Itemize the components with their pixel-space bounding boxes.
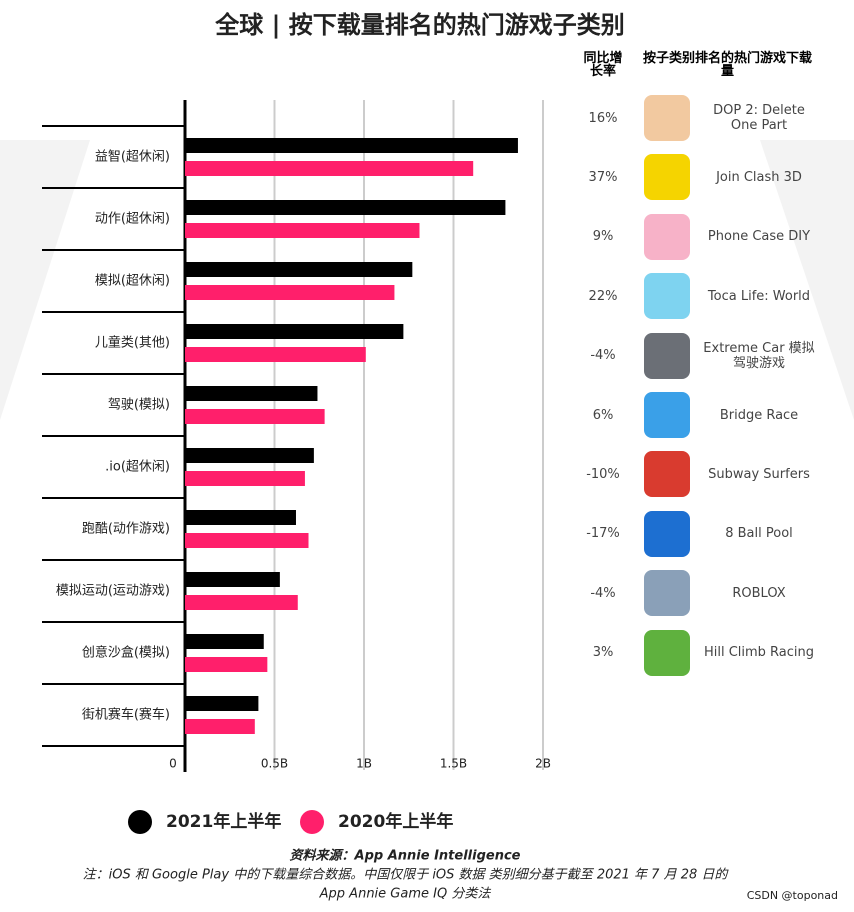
- y-tick-label: 模拟(超休闲): [95, 274, 170, 289]
- growth-rate: -10%: [586, 466, 620, 482]
- game-name: DOP 2: Delete One Part: [713, 103, 805, 133]
- bar: [185, 223, 420, 238]
- game-icon: [644, 273, 690, 320]
- game-name: Join Clash 3D: [716, 169, 802, 185]
- game-name: Phone Case DIY: [707, 229, 811, 245]
- bar: [185, 696, 259, 711]
- growth-rate: 16%: [588, 110, 618, 126]
- growth-rate: -17%: [586, 526, 620, 542]
- game-icon: [644, 629, 690, 676]
- game-name: Hill Climb Racing: [703, 645, 815, 661]
- y-tick-label: 驾驶(模拟): [108, 398, 170, 413]
- game-icon: [644, 213, 690, 260]
- y-tick-label: 益智(超休闲): [95, 150, 170, 165]
- growth-rate: 22%: [588, 288, 618, 304]
- y-tick-label: .io(超休闲): [105, 460, 170, 475]
- growth-rate: 6%: [592, 407, 614, 423]
- bar: [185, 719, 255, 734]
- growth-rate: 9%: [592, 229, 614, 245]
- y-tick-label: 跑酷(动作游戏): [82, 522, 170, 537]
- growth-rate: -4%: [590, 348, 616, 364]
- note: 注：iOS 和 Google Play 中的下载量综合数据。中国仅限于 iOS …: [83, 868, 730, 883]
- bar: [185, 634, 264, 649]
- watermark: CSDN @toponad: [747, 889, 838, 902]
- x-tick-label: 0: [169, 757, 177, 771]
- y-tick-label: 模拟运动(运动游戏): [56, 584, 170, 599]
- bar: [185, 448, 314, 463]
- game-name: Extreme Car 模拟驾驶游戏: [703, 340, 815, 371]
- game-name: Bridge Race: [719, 407, 799, 423]
- x-tick-label: 0.5B: [261, 757, 288, 771]
- game-name: ROBLOX: [732, 585, 786, 601]
- chart-title: 全球 | 按下载量排名的热门游戏子类别: [214, 11, 624, 39]
- x-tick-label: 1B: [356, 757, 372, 771]
- y-tick-label: 街机赛车(赛车): [82, 707, 170, 723]
- game-icon: [644, 95, 690, 141]
- growth-rate: -4%: [590, 585, 616, 601]
- growth-rate: 37%: [588, 169, 618, 185]
- bar: [185, 200, 506, 215]
- y-tick-label: 动作(超休闲): [95, 212, 170, 227]
- background-shape: [760, 140, 854, 420]
- bar: [185, 262, 413, 277]
- game-icon: [644, 154, 690, 201]
- y-tick-label: 创意沙盒(模拟): [82, 645, 170, 661]
- x-tick-label: 1.5B: [440, 757, 467, 771]
- bar: [185, 471, 305, 486]
- game-icon: [644, 510, 690, 557]
- game-icon: [644, 332, 690, 379]
- legend-label: 2021年上半年: [166, 811, 281, 832]
- background-shape: [0, 140, 90, 420]
- bar: [185, 138, 518, 153]
- table-header: 按子类别排名的热门游戏下载量: [642, 51, 812, 79]
- bar: [185, 595, 298, 610]
- bar: [185, 285, 395, 300]
- bar: [185, 409, 325, 424]
- game-icon: [644, 451, 690, 498]
- bar: [185, 510, 296, 525]
- legend-label: 2020年上半年: [338, 811, 453, 832]
- bar: [185, 386, 318, 401]
- note: App Annie Game IQ 分类法: [319, 887, 492, 902]
- bar: [185, 533, 309, 548]
- game-name: 8 Ball Pool: [725, 526, 793, 542]
- game-name: Subway Surfers: [708, 466, 810, 482]
- table-header: 同比增长率: [583, 51, 623, 79]
- y-tick-label: 儿童类(其他): [95, 335, 170, 351]
- x-tick-label: 2B: [535, 757, 551, 771]
- bar: [185, 572, 280, 587]
- growth-rate: 3%: [592, 645, 614, 661]
- bar: [185, 161, 474, 176]
- bar: [185, 347, 366, 362]
- legend-marker: [300, 810, 324, 834]
- game-icon: [644, 570, 690, 617]
- bar: [185, 324, 404, 339]
- game-icon: [644, 392, 690, 438]
- bar: [185, 657, 268, 672]
- source: 资料来源：App Annie Intelligence: [290, 848, 521, 864]
- legend-marker: [128, 810, 152, 834]
- game-name: Toca Life: World: [707, 288, 811, 304]
